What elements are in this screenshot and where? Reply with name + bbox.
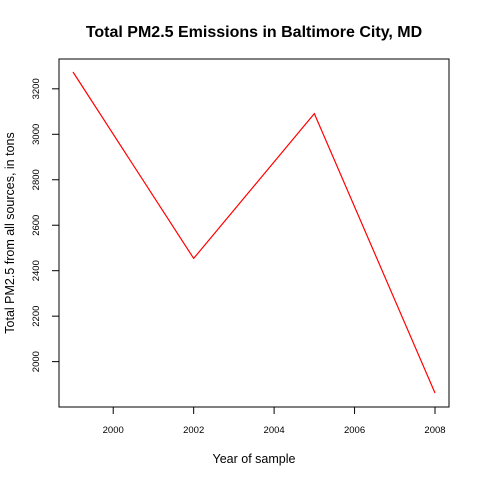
y-tick-label: 3000 (31, 124, 42, 145)
x-tick-label: 2000 (103, 425, 124, 436)
y-tick-label: 2200 (31, 306, 42, 327)
x-tick-label: 2004 (264, 425, 285, 436)
y-axis-label: Total PM2.5 from all sources, in tons (3, 132, 17, 333)
plot-frame (58, 58, 450, 408)
x-tick-label: 2002 (183, 425, 204, 436)
x-tick-label: 2006 (344, 425, 365, 436)
series-layer (72, 71, 436, 394)
x-axis: 2000 2002 2004 2006 2008 (103, 407, 446, 436)
y-tick-label: 2600 (31, 215, 42, 236)
chart-title: Total PM2.5 Emissions in Baltimore City,… (86, 24, 422, 41)
x-tick-label: 2008 (424, 425, 445, 436)
x-axis-label: Year of sample (213, 452, 296, 466)
series-line (72, 71, 436, 394)
y-tick-label: 2800 (31, 169, 42, 190)
y-tick-label: 2400 (31, 260, 42, 281)
y-axis: 2000 2200 2400 2600 2800 3000 3200 (31, 78, 59, 372)
y-tick-label: 3200 (31, 78, 42, 99)
y-tick-label: 2000 (31, 351, 42, 372)
